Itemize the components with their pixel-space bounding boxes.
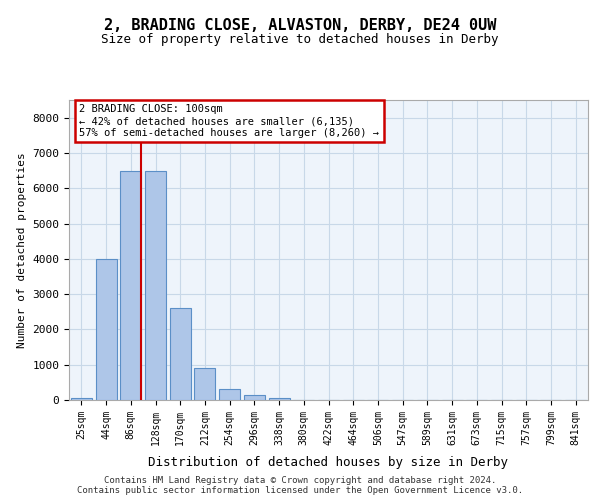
Bar	[71, 398, 92, 400]
Text: 2, BRADING CLOSE, ALVASTON, DERBY, DE24 0UW: 2, BRADING CLOSE, ALVASTON, DERBY, DE24 …	[104, 18, 496, 32]
Text: Contains HM Land Registry data © Crown copyright and database right 2024.: Contains HM Land Registry data © Crown c…	[104, 476, 496, 485]
Y-axis label: Number of detached properties: Number of detached properties	[17, 152, 27, 348]
X-axis label: Distribution of detached houses by size in Derby: Distribution of detached houses by size …	[149, 456, 509, 469]
Bar	[194, 368, 215, 400]
Bar	[95, 259, 116, 400]
Bar	[120, 170, 141, 400]
Bar	[145, 170, 166, 400]
Bar	[170, 308, 191, 400]
Bar	[219, 390, 240, 400]
Text: Size of property relative to detached houses in Derby: Size of property relative to detached ho…	[101, 32, 499, 46]
Bar	[244, 394, 265, 400]
Text: 2 BRADING CLOSE: 100sqm
← 42% of detached houses are smaller (6,135)
57% of semi: 2 BRADING CLOSE: 100sqm ← 42% of detache…	[79, 104, 379, 138]
Text: Contains public sector information licensed under the Open Government Licence v3: Contains public sector information licen…	[77, 486, 523, 495]
Bar	[269, 398, 290, 400]
